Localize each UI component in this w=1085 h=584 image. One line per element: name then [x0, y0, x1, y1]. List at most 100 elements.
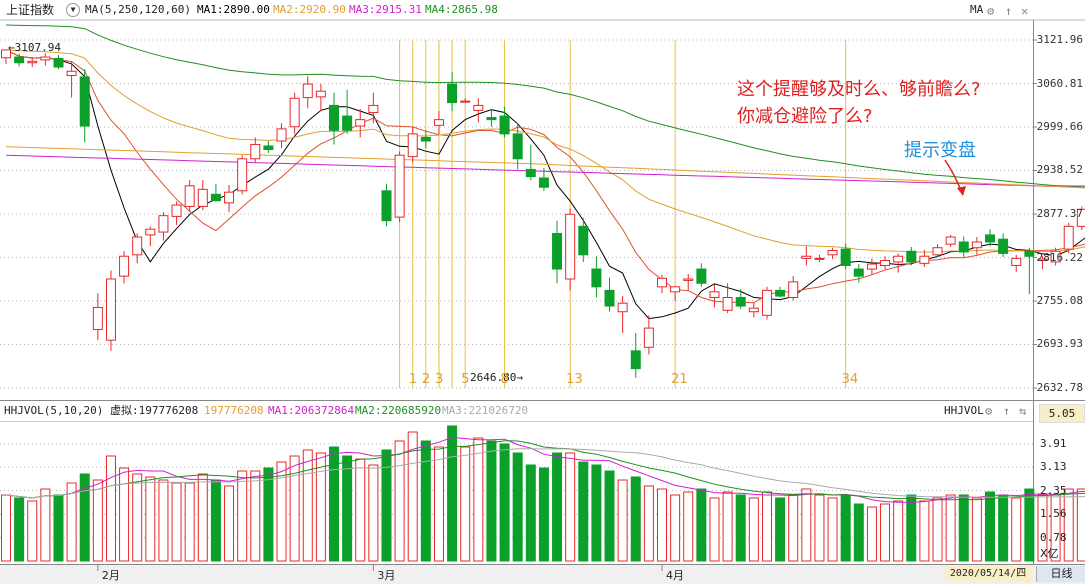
volume-bar-down	[906, 494, 917, 562]
question-annotation-line2: 你减仓避险了么?	[737, 106, 873, 127]
ma-settings-dropdown-icon[interactable]: ▼	[66, 3, 80, 17]
high-price-label: ←3107.94	[8, 41, 61, 54]
volume-bar-down	[578, 461, 589, 562]
volume-tick-label: 0.78	[1040, 530, 1067, 544]
volume-ma3-line	[5, 448, 1085, 499]
month-label: 3月	[377, 569, 396, 582]
candle-down	[696, 268, 707, 284]
volume-bar-up	[1076, 488, 1085, 562]
candle-down	[906, 250, 917, 263]
volume-header: HHJVOL(5,10,20) 虚拟:197776208 197776208 M…	[0, 401, 1040, 421]
volume-ma3: MA3:221026720	[442, 404, 529, 417]
volume-bar-down	[53, 494, 64, 562]
candle-up	[709, 291, 720, 298]
candle-up	[814, 257, 825, 260]
candle-down	[381, 190, 392, 222]
volume-bar-down	[420, 440, 431, 562]
volume-bar-down	[329, 446, 339, 562]
candle-down	[53, 57, 64, 68]
candle-down	[578, 225, 589, 256]
ma4-value: MA4:2865.98	[425, 3, 498, 16]
month-label: 4月	[666, 569, 684, 582]
price-tick-label: 2938.52	[1036, 163, 1083, 177]
candle-up	[893, 255, 904, 263]
candle-down	[525, 168, 536, 178]
volume-bar-up	[866, 506, 877, 562]
candle-up	[919, 255, 930, 264]
candle-up	[158, 215, 169, 233]
close-icon[interactable]: ✕	[1021, 4, 1029, 18]
volume-up-arrow-icon[interactable]: ↑	[1003, 404, 1011, 418]
volume-bar-up	[184, 482, 195, 562]
volume-bar-up	[394, 440, 405, 562]
candle-up	[683, 278, 694, 281]
volume-expand-icon[interactable]: ⇆	[1019, 404, 1027, 418]
volume-ma2-line	[5, 440, 1085, 501]
month-label: 2月	[101, 569, 120, 582]
candle-down	[486, 117, 497, 121]
price-tick-label: 2816.22	[1036, 250, 1083, 264]
candle-up	[827, 250, 838, 256]
candle-up	[197, 188, 208, 207]
fibonacci-label: 1	[408, 372, 417, 387]
period-button[interactable]: 日线	[1036, 566, 1085, 582]
candle-up	[289, 97, 300, 128]
volume-bar-up	[932, 497, 943, 562]
candle-up	[394, 154, 405, 218]
candle-down	[775, 289, 786, 297]
volume-bar-up	[250, 470, 261, 562]
volume-bar-up	[761, 491, 772, 562]
candle-up	[119, 255, 130, 277]
ma3-value: MA3:2915.31	[349, 3, 422, 16]
volume-bar-down	[630, 476, 641, 562]
volume-bar-down	[447, 425, 458, 562]
volume-gear-icon[interactable]: ⚙	[985, 404, 993, 418]
candle-up	[184, 185, 195, 207]
price-tick-label: 2693.93	[1036, 337, 1083, 351]
volume-indicator-name: HHJVOL(5,10,20)	[4, 404, 104, 417]
candle-up	[1011, 257, 1022, 266]
volume-indicator-button[interactable]: HHJVOL	[944, 404, 984, 417]
volume-bar-down	[958, 494, 969, 562]
volume-bar-up	[315, 452, 326, 562]
candle-up	[971, 241, 982, 249]
volume-bar-up	[788, 494, 799, 562]
up-arrow-icon[interactable]: ↑	[1005, 4, 1013, 18]
candle-up	[315, 90, 326, 98]
volume-bar-up	[709, 497, 720, 562]
fibonacci-label: 21	[671, 372, 688, 387]
volume-bar-up	[473, 437, 484, 562]
volume-unit-label: X亿	[1040, 547, 1059, 560]
candle-up	[40, 56, 51, 61]
candle-up	[407, 133, 418, 158]
candle-up	[670, 286, 681, 293]
volume-bar-up	[643, 485, 654, 562]
volume-bar-up	[158, 479, 169, 562]
index-name: 上证指数	[6, 3, 55, 17]
volume-bar-down	[486, 440, 497, 562]
volume-bar-down	[735, 494, 746, 562]
volume-bar-down	[552, 452, 563, 562]
volume-bar-down	[998, 494, 1009, 562]
volume-bar-up	[880, 503, 891, 562]
volume-bar-up	[433, 446, 444, 562]
volume-bar-up	[1, 494, 11, 562]
volume-bar-up	[827, 497, 838, 562]
candle-down	[329, 104, 339, 131]
gear-icon[interactable]: ⚙	[987, 4, 995, 18]
volume-bar-down	[538, 467, 549, 562]
candle-down	[14, 56, 25, 64]
candle-up	[932, 247, 943, 256]
current-date: 2020/05/14/四	[945, 566, 1031, 582]
price-tick-label: 2755.08	[1036, 293, 1083, 307]
candle-up	[722, 296, 733, 311]
volume-tick-label: 1.56	[1040, 507, 1067, 521]
candle-up	[880, 260, 891, 266]
volume-bar-up	[289, 455, 300, 562]
volume-bar-up	[92, 479, 103, 562]
ma-button[interactable]: MA	[970, 3, 984, 16]
candle-down	[958, 241, 969, 253]
candle-down	[840, 248, 851, 266]
volume-bar-up	[565, 452, 576, 562]
